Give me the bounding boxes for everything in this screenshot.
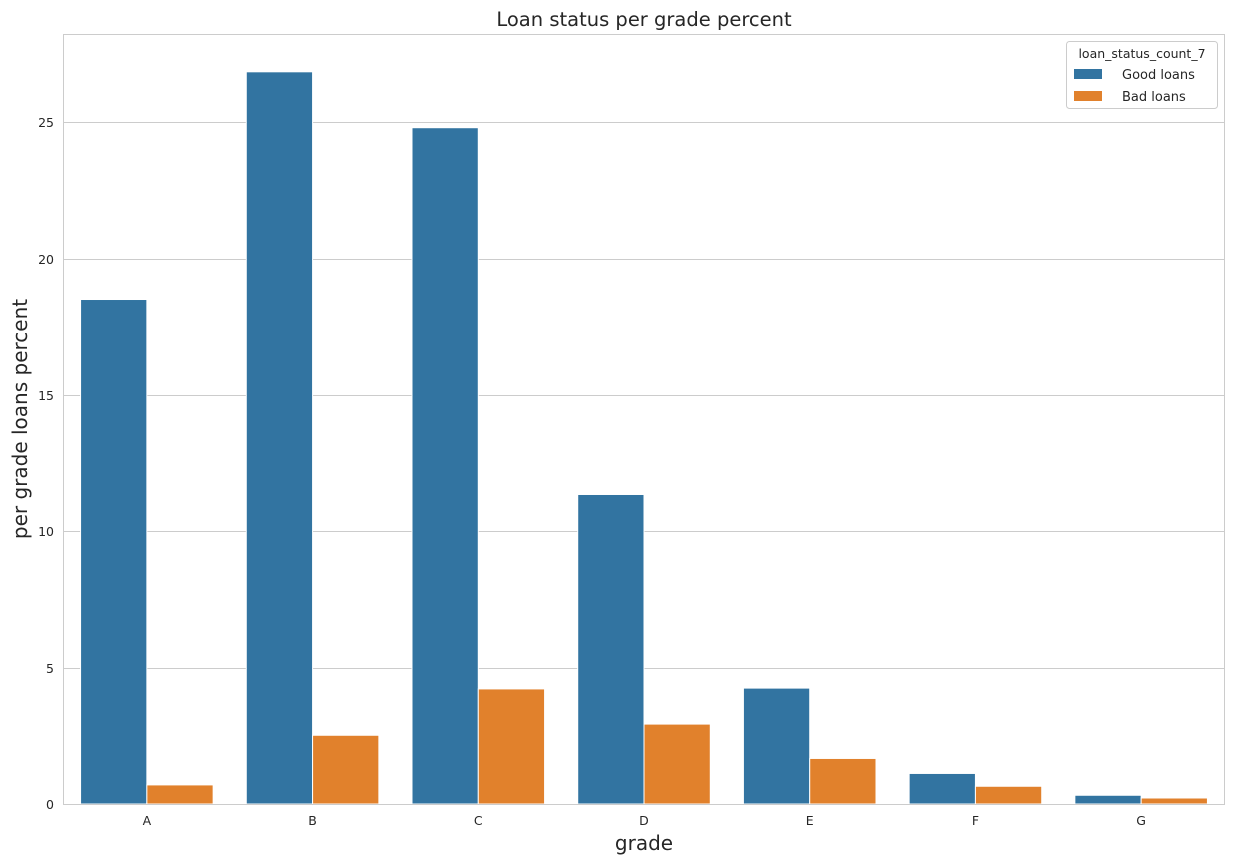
y-tick-label: 20 <box>38 252 54 267</box>
x-tick-label: A <box>143 813 152 828</box>
y-tick-label: 15 <box>38 388 54 403</box>
legend-label-good-loans: Good loans <box>1122 68 1195 83</box>
bar-g-good-loans <box>1074 794 1142 805</box>
x-tick-label: G <box>1136 813 1146 828</box>
legend: loan_status_count_7 Good loans Bad loans <box>1066 41 1218 109</box>
y-tick-label: 5 <box>46 661 54 676</box>
y-tick-labels: 0 5 10 15 20 25 <box>38 115 54 812</box>
bar-a-bad-loans <box>146 784 214 805</box>
bar-e-bad-loans <box>809 757 877 805</box>
bar-a-good-loans <box>80 299 148 805</box>
bar-d-good-loans <box>577 493 645 805</box>
plot-frame <box>63 34 1225 805</box>
x-tick-label: B <box>308 813 317 828</box>
y-tick-label: 10 <box>38 524 54 539</box>
bar-e-good-loans <box>742 687 811 805</box>
chart-title: Loan status per grade percent <box>496 8 792 31</box>
legend-label-bad-loans: Bad loans <box>1122 90 1186 105</box>
bar-d-bad-loans <box>643 723 711 805</box>
y-tick-label: 0 <box>46 797 54 812</box>
x-tick-label: C <box>474 813 483 828</box>
bar-g-bad-loans <box>1140 797 1208 805</box>
x-tick-label: D <box>639 813 649 828</box>
x-tick-labels: A B C D E F G <box>143 813 1146 828</box>
bar-c-bad-loans <box>477 688 546 805</box>
bar-b-bad-loans <box>312 734 380 805</box>
bar-f-good-loans <box>908 772 976 805</box>
bar-b-good-loans <box>245 71 314 805</box>
x-axis-title: grade <box>615 831 673 855</box>
legend-swatch-good-loans <box>1074 69 1102 79</box>
legend-swatch-bad-loans <box>1074 91 1102 101</box>
x-tick-label: E <box>806 813 814 828</box>
bar-f-bad-loans <box>974 785 1043 805</box>
y-axis-title: per grade loans percent <box>8 299 32 539</box>
y-tick-label: 25 <box>38 115 54 130</box>
legend-box <box>1066 41 1218 109</box>
x-tick-label: F <box>972 813 979 828</box>
bar-c-good-loans <box>411 127 479 805</box>
bars <box>80 71 1208 805</box>
legend-title: loan_status_count_7 <box>1078 46 1205 61</box>
